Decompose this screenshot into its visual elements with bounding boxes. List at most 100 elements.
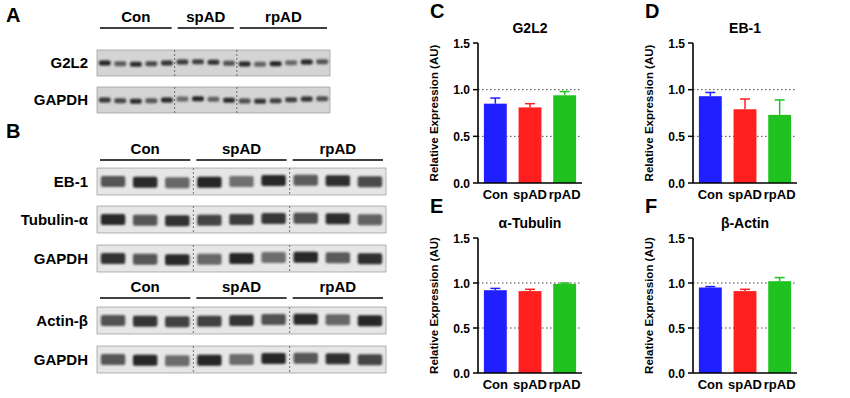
band (114, 98, 126, 103)
band (294, 175, 318, 186)
band (261, 213, 285, 224)
group-label: Con (131, 140, 160, 157)
group-line (100, 27, 172, 28)
chart-title: β-Actin (721, 215, 769, 231)
bar-chart: CG2L2Relative Expression (AU)0.00.51.01.… (428, 0, 582, 202)
bar (553, 95, 576, 183)
panel-letter: B (6, 120, 20, 142)
band (261, 252, 285, 263)
group-label: rpAD (319, 140, 356, 157)
y-tick-label: 1.0 (668, 83, 685, 97)
chart-title: G2L2 (512, 20, 547, 36)
y-axis (692, 43, 694, 183)
grid-line (693, 89, 797, 90)
error-cap (775, 99, 785, 101)
band (197, 177, 221, 188)
x-tick-label: Con (483, 187, 508, 202)
band (197, 254, 221, 265)
band (165, 316, 189, 327)
blot-strip (97, 245, 386, 272)
lane-separator (236, 50, 237, 76)
band (326, 213, 350, 224)
band (197, 215, 221, 226)
band (261, 175, 285, 186)
bar (699, 96, 722, 183)
band (358, 176, 382, 187)
band (223, 98, 235, 103)
bar (734, 291, 757, 373)
error-bar (740, 289, 750, 291)
lane-separator (289, 206, 290, 233)
error-cap (560, 91, 570, 93)
row-label: GAPDH (34, 250, 88, 267)
band (223, 61, 235, 66)
bar (484, 104, 507, 183)
lane-separator (236, 87, 237, 113)
band (254, 62, 266, 67)
blot-strip (97, 346, 386, 373)
band (229, 214, 253, 225)
error-bar (740, 99, 750, 109)
group-label: Con (131, 278, 160, 295)
error-bar (560, 283, 570, 285)
band (270, 98, 282, 103)
row-label: GAPDH (34, 351, 88, 368)
bar (768, 115, 791, 183)
band (261, 353, 285, 364)
y-tick-label: 0.5 (453, 322, 470, 336)
bar (519, 291, 542, 373)
y-axis-label: Relative Expression (AU) (428, 237, 440, 374)
band (161, 97, 173, 102)
band (192, 59, 204, 64)
band (254, 99, 266, 104)
panel-letter: A (6, 4, 20, 26)
blot-strip (97, 87, 330, 113)
band (133, 177, 157, 188)
lane-separator (193, 206, 194, 233)
row-label: GAPDH (34, 91, 88, 108)
band (101, 176, 125, 187)
error-cap (490, 97, 500, 99)
band (165, 215, 189, 226)
band (133, 254, 157, 265)
band (229, 354, 253, 365)
band (301, 97, 313, 102)
group-line (196, 297, 286, 298)
error-cap (560, 282, 570, 284)
lane-separator (193, 168, 194, 195)
lane-separator (174, 87, 175, 113)
grid-line (478, 283, 582, 284)
blot-strip (97, 206, 386, 233)
band (133, 215, 157, 226)
y-axis-label: Relative Expression (AU) (428, 44, 440, 181)
band (358, 253, 382, 264)
group-line (293, 297, 383, 298)
error-stem (495, 98, 497, 104)
error-bar (560, 92, 570, 96)
band (261, 314, 285, 325)
blot-panel: BConspADrpADEB-1Tubulin-αGAPDHConspADrpA… (6, 120, 386, 373)
y-tick-label: 0.5 (668, 130, 685, 144)
y-tick-label: 0.0 (453, 177, 470, 191)
group-label: Con (121, 8, 150, 25)
band (192, 96, 204, 101)
bar (734, 109, 757, 183)
bar (699, 288, 722, 374)
band (101, 253, 125, 264)
band (229, 253, 253, 264)
band (294, 213, 318, 224)
chart-title: EB-1 (729, 20, 761, 36)
band (285, 60, 297, 65)
error-bar (525, 104, 535, 108)
y-tick-label: 1.5 (453, 37, 470, 51)
band (294, 353, 318, 364)
marks (699, 278, 791, 373)
blot-panel: AConspADrpADG2L2GAPDH (6, 4, 330, 113)
y-axis-label: Relative Expression (AU) (643, 237, 655, 374)
band (294, 252, 318, 263)
error-bar (705, 286, 715, 288)
group-label: spAD (222, 140, 261, 157)
panel-letter: D (645, 0, 659, 22)
band (326, 252, 350, 263)
band (101, 354, 125, 365)
